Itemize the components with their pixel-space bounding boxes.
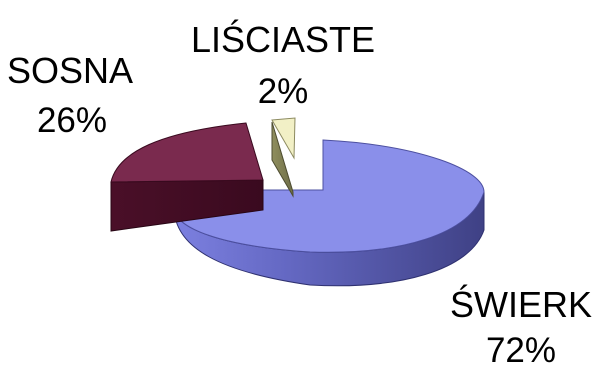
slice-lisciaste: [271, 117, 296, 198]
label-lisciaste-value: 2%: [258, 72, 309, 111]
label-lisciaste-name: LIŚCIASTE: [191, 18, 375, 60]
label-sosna-name: SOSNA: [7, 50, 133, 91]
label-sosna-value: 26%: [37, 101, 107, 140]
label-swierk-value: 72%: [486, 331, 556, 370]
slice-lisciaste-top: [271, 117, 296, 160]
slice-sosna-top: [110, 122, 264, 183]
slice-lisciaste-side: [271, 121, 294, 198]
slice-sosna: [110, 122, 264, 232]
label-swierk-name: ŚWIERK: [450, 283, 592, 325]
